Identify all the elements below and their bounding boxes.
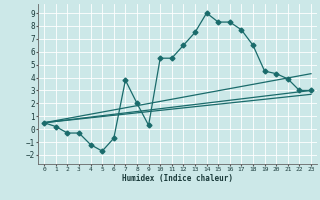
X-axis label: Humidex (Indice chaleur): Humidex (Indice chaleur) <box>122 174 233 183</box>
